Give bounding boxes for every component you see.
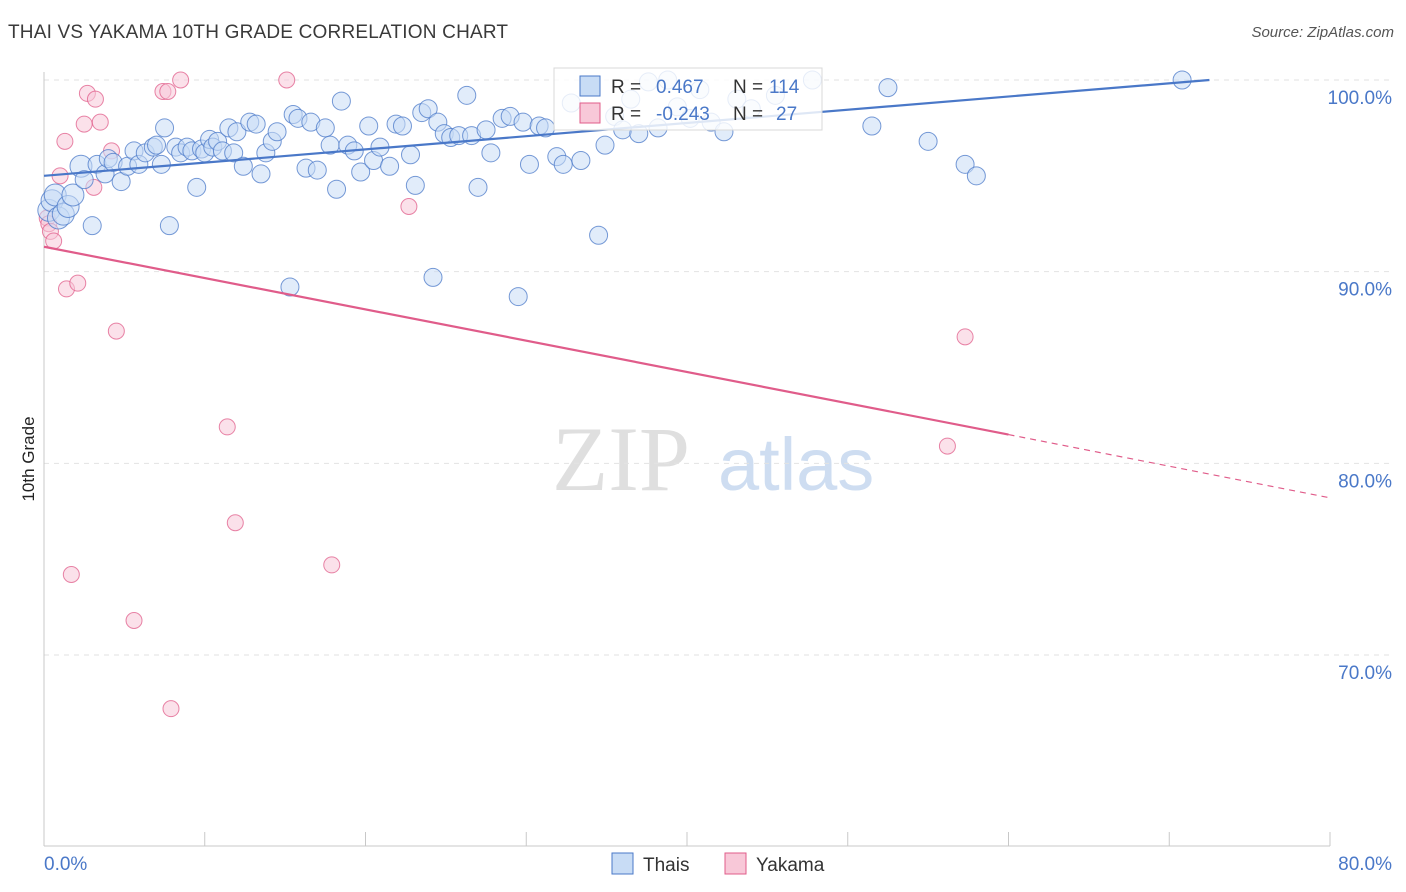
thais-point-40	[246, 114, 266, 134]
x-ticks	[43, 832, 1331, 846]
thais-point-68	[423, 267, 443, 287]
stats-thais-r-value: 0.467	[656, 77, 704, 98]
thais-point-36	[224, 143, 244, 163]
thais-point-38	[233, 156, 253, 176]
thais-point-73	[457, 85, 477, 105]
yakama-point-27	[956, 328, 974, 346]
thais-point-63	[392, 116, 412, 136]
yakama-point-5	[56, 132, 74, 150]
chart-title: THAI VS YAKAMA 10TH GRADE CORRELATION CH…	[8, 22, 509, 43]
yakama-point-21	[218, 418, 236, 436]
yakama-point-20	[172, 71, 190, 89]
gridlines	[44, 79, 1392, 656]
stats-yakama-n-label: N =	[733, 104, 763, 125]
yakama-point-13	[91, 113, 109, 131]
yakama-points	[38, 71, 974, 718]
thais-point-67	[418, 99, 438, 119]
yakama-trend-extension	[1008, 433, 1331, 499]
thais-point-8	[74, 170, 94, 190]
thais-point-113	[1172, 70, 1192, 90]
thais-point-28	[187, 177, 207, 197]
thais-point-54	[331, 91, 351, 111]
thais-point-44	[267, 122, 287, 142]
thais-point-75	[468, 177, 488, 197]
watermark-zip: ZIP	[552, 408, 690, 510]
yakama-point-9	[75, 115, 93, 133]
thais-point-64	[401, 145, 421, 165]
legend-thais-swatch	[611, 852, 634, 875]
yakama-point-24	[323, 556, 341, 574]
yakama-point-19	[162, 700, 180, 718]
thais-point-109	[878, 78, 898, 98]
thais-point-57	[351, 162, 371, 182]
y-tick-label-100: 100.0%	[1328, 88, 1393, 109]
yakama-point-15	[107, 322, 125, 340]
source-credit: Source: ZipAtlas.com	[1251, 24, 1394, 41]
thais-point-81	[513, 112, 533, 132]
stats-yakama-r-label: R =	[611, 104, 641, 125]
yakama-point-25	[400, 198, 418, 215]
y-tick-labels: 70.0% 80.0% 90.0% 100.0%	[1328, 88, 1393, 684]
thais-point-53	[327, 179, 347, 199]
thais-point-9	[82, 216, 102, 236]
legend: Thais Yakama	[611, 852, 825, 876]
thais-point-6	[61, 183, 85, 207]
thais-point-21	[151, 154, 171, 174]
thais-point-50	[307, 160, 327, 180]
yakama-point-16	[125, 612, 143, 629]
thais-point-41	[251, 164, 271, 184]
stats-yakama-swatch	[579, 102, 601, 124]
y-tick-label-80: 80.0%	[1338, 471, 1392, 492]
thais-point-51	[315, 118, 335, 138]
watermark-atlas: atlas	[718, 423, 874, 506]
thais-point-45	[280, 277, 300, 297]
thais-point-20	[147, 135, 167, 155]
stats-thais-n-label: N =	[733, 77, 763, 98]
thais-point-88	[571, 151, 591, 170]
thais-point-80	[508, 287, 528, 307]
legend-yakama-label: Yakama	[756, 855, 825, 876]
yakama-point-23	[278, 71, 296, 89]
thais-point-77	[481, 143, 501, 163]
thais-point-108	[862, 116, 882, 136]
yakama-point-12	[86, 90, 104, 108]
thais-point-22	[155, 118, 175, 138]
y-tick-label-90: 90.0%	[1338, 280, 1392, 301]
stats-box: R = 0.467 N = 114 R = -0.243 N = 27	[553, 67, 823, 131]
thais-point-37	[227, 122, 247, 142]
thais-point-112	[966, 166, 986, 186]
yakama-point-26	[938, 437, 956, 455]
y-tick-label-70: 70.0%	[1338, 663, 1392, 684]
thais-point-65	[405, 175, 425, 195]
stats-yakama-r-value: -0.243	[656, 104, 710, 125]
yakama-trend-line	[43, 245, 1009, 436]
stats-thais-n-value: 114	[769, 77, 800, 98]
thais-point-91	[595, 135, 615, 155]
stats-yakama-n-value: 27	[776, 104, 797, 125]
thais-point-110	[918, 131, 938, 151]
watermark: ZIP atlas	[552, 408, 874, 510]
x-tick-label-min: 0.0%	[44, 854, 87, 875]
thais-point-111	[955, 154, 975, 174]
thais-point-23	[159, 216, 179, 236]
yakama-point-22	[226, 514, 244, 532]
stats-thais-r-label: R =	[611, 77, 641, 98]
thais-point-58	[359, 116, 379, 136]
legend-yakama-swatch	[724, 852, 747, 875]
y-axis-title: 10th Grade	[19, 416, 38, 501]
yakama-point-7	[62, 566, 80, 583]
thais-point-90	[589, 225, 609, 245]
legend-thais-label: Thais	[643, 855, 689, 876]
thais-point-76	[476, 120, 496, 140]
yakama-point-18	[159, 83, 177, 100]
thais-point-82	[519, 154, 539, 174]
stats-thais-swatch	[579, 75, 601, 97]
yakama-point-8	[69, 274, 87, 292]
thais-point-61	[380, 156, 400, 176]
thais-point-86	[553, 154, 573, 174]
x-tick-label-max: 80.0%	[1338, 854, 1392, 875]
